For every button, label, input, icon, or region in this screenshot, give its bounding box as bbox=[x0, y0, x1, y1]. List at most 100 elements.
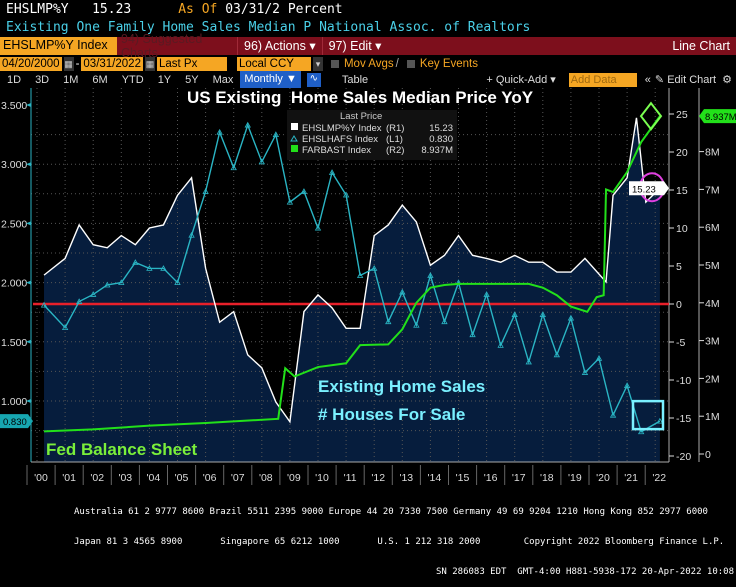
add-data-input[interactable]: Add Data bbox=[568, 72, 637, 87]
currency-select[interactable]: Local CCY bbox=[236, 56, 311, 71]
x-tick-label: '21 bbox=[624, 472, 638, 484]
ehslhafs-marker bbox=[40, 301, 48, 308]
range-max[interactable]: Max bbox=[212, 73, 234, 86]
ehslhafs-marker bbox=[609, 411, 617, 418]
ehslhafs-marker bbox=[525, 358, 532, 365]
x-tick-label: '05 bbox=[175, 472, 189, 484]
ehslhafs-marker bbox=[272, 131, 280, 137]
ehslhafs-marker bbox=[118, 279, 125, 285]
legend-triangle-icon bbox=[290, 135, 298, 142]
range-1m[interactable]: 1M bbox=[63, 73, 79, 86]
ehslhafs-marker bbox=[61, 324, 69, 330]
chart-title: US Existing Home Sales Median Price YoY bbox=[187, 88, 534, 107]
pencil-icon[interactable]: / bbox=[395, 57, 399, 70]
ehslhafs-marker bbox=[230, 164, 237, 171]
x-tick-label: '11 bbox=[344, 472, 357, 484]
gear-icon[interactable]: ⚙ bbox=[722, 74, 732, 86]
l1-tick bbox=[26, 221, 31, 226]
ehslhafs-marker bbox=[90, 291, 97, 297]
unit: Percent bbox=[287, 2, 343, 17]
ehslhafs-marker bbox=[581, 369, 589, 375]
ehslhafs-marker bbox=[553, 351, 561, 358]
ehslhafs-marker bbox=[286, 198, 294, 205]
r2-tick-label: 1M bbox=[705, 411, 720, 423]
legend-name: EHSLHAFS Index bbox=[302, 134, 378, 145]
collapse-icon[interactable]: « bbox=[644, 73, 651, 86]
x-tick-label: '01 bbox=[62, 472, 76, 484]
x-tick-label: '08 bbox=[259, 472, 273, 484]
r1-tick-label: 25 bbox=[676, 109, 688, 121]
line-chart-icon[interactable]: ∿ bbox=[306, 72, 321, 87]
r2-tick-label: 8M bbox=[705, 147, 720, 159]
r1-tick-label: 0 bbox=[676, 299, 682, 311]
legend-name: EHSLMP%Y Index bbox=[302, 123, 382, 134]
x-tick-label: '10 bbox=[315, 472, 329, 484]
ehslhafs-line[interactable] bbox=[43, 123, 661, 433]
date-separator: - bbox=[75, 57, 80, 70]
ehslhafs-marker bbox=[567, 314, 575, 321]
farbast-line[interactable] bbox=[43, 115, 661, 433]
range-6m[interactable]: 6M bbox=[92, 73, 108, 86]
chevron-down-icon[interactable]: ▾ bbox=[312, 56, 323, 71]
edit-menu[interactable]: 97) Edit ▾ bbox=[321, 37, 388, 55]
range-3d[interactable]: 3D bbox=[35, 73, 50, 86]
x-tick-label: '17 bbox=[512, 472, 526, 484]
ehslhafs-marker bbox=[595, 355, 603, 361]
calendar-icon[interactable]: ▦ bbox=[144, 56, 155, 71]
x-tick-label: '16 bbox=[484, 472, 498, 484]
range-ytd[interactable]: YTD bbox=[121, 73, 144, 86]
ehslhafs-marker bbox=[328, 169, 336, 175]
range-1y[interactable]: 1Y bbox=[157, 73, 172, 86]
frequency-select[interactable]: Monthly ▼ bbox=[240, 71, 301, 88]
r1-tick-label: 10 bbox=[676, 223, 688, 235]
start-date-input[interactable]: 04/20/2000 bbox=[0, 56, 62, 71]
r2-tick-label: 7M bbox=[705, 184, 720, 196]
price-field-select[interactable]: Last Px bbox=[156, 56, 227, 71]
ehslhafs-marker bbox=[623, 382, 631, 389]
end-date-input[interactable]: 03/31/2022 bbox=[81, 56, 143, 71]
as-of-label: As Of bbox=[178, 2, 218, 17]
l1-tick-label: 1.500 bbox=[1, 337, 27, 349]
x-tick-label: '22 bbox=[652, 472, 666, 484]
l1-tick bbox=[26, 103, 31, 107]
legend-last: 15.23 bbox=[429, 123, 453, 134]
edit-chart-button[interactable]: ✎ Edit Chart bbox=[654, 74, 717, 86]
x-tick-label: '15 bbox=[456, 472, 470, 484]
l1-tick-label: 1.000 bbox=[1, 396, 27, 408]
x-tick-label: '03 bbox=[118, 472, 132, 484]
x-tick-label: '09 bbox=[287, 472, 301, 484]
ehslhafs-marker bbox=[160, 265, 167, 271]
table-button[interactable]: Table bbox=[341, 73, 369, 86]
r1-tick-label: 15 bbox=[676, 185, 688, 197]
last-value: 15.23 bbox=[92, 2, 132, 17]
ehslhafs-marker bbox=[202, 188, 209, 194]
key-events-label: Key Events bbox=[419, 57, 478, 70]
calendar-icon[interactable]: ▦ bbox=[63, 56, 74, 71]
ehslhafs-marker bbox=[469, 331, 476, 338]
ehslhafs-marker bbox=[385, 318, 392, 325]
mov-avgs-checkbox[interactable] bbox=[330, 59, 339, 68]
ehslhafs-marker bbox=[511, 311, 518, 317]
legend-last: 8.937M bbox=[421, 145, 453, 156]
l1-tick-label: 2.500 bbox=[1, 218, 27, 230]
l1-tick bbox=[26, 339, 31, 344]
ehslmp-yoy-line[interactable] bbox=[43, 117, 661, 424]
r2-tick-label: 4M bbox=[705, 298, 720, 310]
range-5y[interactable]: 5Y bbox=[185, 73, 199, 86]
ehslhafs-marker bbox=[216, 128, 223, 135]
l1-tick bbox=[26, 399, 31, 403]
line-chart[interactable]: '00 '01 '02 '03 '04 '05 '06 '07 '08 '09 '10 '11 '12 '… bbox=[0, 88, 736, 486]
date-bar: 04/20/2000 ▦ - 03/31/2022 ▦ Last Px Local … bbox=[0, 56, 478, 71]
ehslhafs-marker bbox=[497, 342, 504, 348]
security-input[interactable]: EHSLMP%Y Index bbox=[0, 37, 117, 55]
r1-tick-label: -20 bbox=[676, 451, 691, 463]
key-events-checkbox[interactable] bbox=[406, 59, 415, 68]
x-tick-label: '12 bbox=[371, 472, 385, 484]
quick-add-button[interactable]: + Quick-Add ▾ bbox=[486, 74, 556, 86]
actions-menu[interactable]: 96) Actions ▾ bbox=[237, 37, 322, 55]
ehslhafs-marker bbox=[258, 158, 265, 165]
range-1d[interactable]: 1D bbox=[7, 73, 22, 86]
as-of-date: 03/31/2 bbox=[225, 2, 280, 17]
ehslhafs-marker bbox=[132, 259, 139, 265]
legend-axis: (R1) bbox=[386, 123, 404, 134]
